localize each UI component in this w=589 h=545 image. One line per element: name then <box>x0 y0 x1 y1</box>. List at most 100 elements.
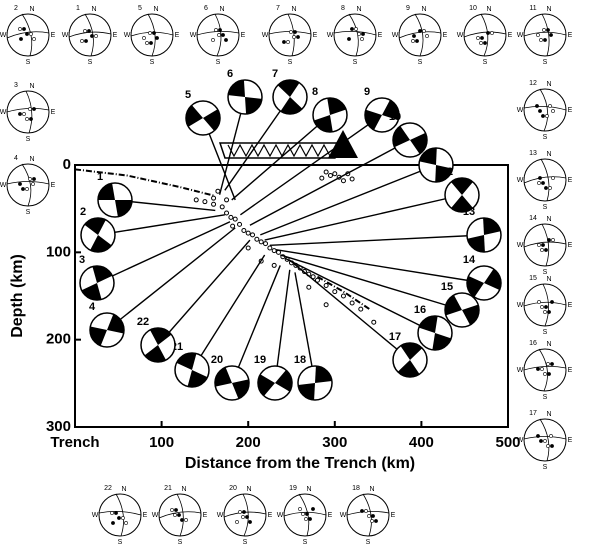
beachball-compression <box>245 97 262 114</box>
nodal-plane <box>287 13 295 57</box>
direction-e: E <box>51 109 56 116</box>
direction-s: S <box>543 269 548 276</box>
x-tick-label: 500 <box>495 434 520 451</box>
hypocenter <box>349 176 355 182</box>
x-tick-label: 200 <box>236 434 261 451</box>
polarity-dot <box>224 38 228 42</box>
direction-n: N <box>306 486 311 493</box>
polarity-dot <box>184 518 188 522</box>
beachball-compression <box>313 115 333 132</box>
stereonet-circle <box>223 493 267 537</box>
polarity-dot <box>540 248 544 252</box>
nodal-plane <box>540 158 550 202</box>
stereonet: 7 N S W E <box>262 5 318 66</box>
x-tick-label: 300 <box>322 434 347 451</box>
nodal-plane <box>523 436 567 440</box>
direction-n: N <box>29 156 34 163</box>
stereonet-label: 21 <box>164 485 172 492</box>
stereonet-circle <box>463 13 507 57</box>
beachball-compression <box>400 342 423 360</box>
connector <box>240 114 383 216</box>
polarity-dot <box>537 300 541 304</box>
event-label: 14 <box>463 254 476 266</box>
polarity-dot <box>28 107 32 111</box>
y-tick-label: 200 <box>46 331 71 348</box>
direction-w: W <box>327 32 334 39</box>
polarity-dot <box>538 109 542 113</box>
slab-line <box>74 168 214 197</box>
direction-w: W <box>517 437 524 444</box>
direction-s: S <box>216 59 221 66</box>
event-label: 1 <box>97 171 103 183</box>
stereonet-circle <box>98 493 142 537</box>
polarity-dot <box>418 29 422 33</box>
nodal-plane <box>214 13 222 57</box>
polarity-dot <box>412 34 416 38</box>
direction-e: E <box>508 32 513 39</box>
nodal-plane <box>523 31 567 37</box>
polarity-dot <box>544 186 548 190</box>
nodal-plane <box>523 241 567 248</box>
stereonet: 22 N S W E <box>92 485 148 545</box>
polarity-dot <box>354 27 358 31</box>
beachball-compression <box>187 370 208 387</box>
direction-s: S <box>118 539 123 545</box>
polarity-dot <box>547 310 551 314</box>
event-label: 19 <box>254 354 266 366</box>
polarity-dot <box>245 515 249 519</box>
polarity-dot <box>360 37 364 41</box>
stereonet: 18 N S W E <box>340 485 396 545</box>
stereonet: 14 N S W E <box>517 215 573 276</box>
hypocenter <box>202 199 208 205</box>
polarity-dot <box>370 519 374 523</box>
polarity-dot <box>479 41 483 45</box>
direction-e: E <box>51 182 56 189</box>
direction-s: S <box>178 539 183 545</box>
connector <box>269 234 485 247</box>
polarity-dot <box>28 177 32 181</box>
polarity-dot <box>415 39 419 43</box>
stereonet: 20 N S W E <box>217 485 273 545</box>
stereonet: 8 N S W E <box>327 5 383 66</box>
direction-n: N <box>369 486 374 493</box>
beachball-compression <box>203 109 220 131</box>
polarity-dot <box>145 41 149 45</box>
y-tick-label: 100 <box>46 243 71 260</box>
stereonet-label: 5 <box>138 5 142 12</box>
polarity-dot <box>374 519 378 523</box>
stereonet: 2 N S W E <box>0 5 56 66</box>
polarity-dot <box>543 38 547 42</box>
hypocenter <box>237 221 243 227</box>
nodal-plane <box>158 511 202 519</box>
event-label: 7 <box>272 68 278 80</box>
direction-s: S <box>26 59 31 66</box>
polarity-dot <box>539 38 543 42</box>
polarity-dot <box>124 521 128 525</box>
event-label: 12 <box>441 166 453 178</box>
stereonet-circle <box>283 493 327 537</box>
stereonet: 21 N S W E <box>152 485 208 545</box>
direction-n: N <box>153 6 158 13</box>
stereonet-circle <box>130 13 174 57</box>
beachball-compression <box>483 218 501 235</box>
stereonet-label: 8 <box>341 5 345 12</box>
polarity-dot <box>540 305 544 309</box>
direction-s: S <box>243 539 248 545</box>
stereonet-label: 19 <box>289 485 297 492</box>
beachball <box>140 327 176 363</box>
polarity-dot <box>411 39 415 43</box>
x-tick-label: Trench <box>50 434 99 451</box>
direction-n: N <box>219 6 224 13</box>
stereonet: 13 N S W E <box>517 150 573 211</box>
direction-w: W <box>392 32 399 39</box>
polarity-dot <box>551 176 555 180</box>
nodal-plane <box>539 88 549 132</box>
polarity-dot <box>550 300 554 304</box>
direction-s: S <box>366 539 371 545</box>
direction-e: E <box>241 32 246 39</box>
polarity-dot <box>117 516 121 520</box>
direction-n: N <box>546 81 551 88</box>
polarity-dot <box>214 28 218 32</box>
direction-w: W <box>517 107 524 114</box>
beachball <box>418 147 454 183</box>
